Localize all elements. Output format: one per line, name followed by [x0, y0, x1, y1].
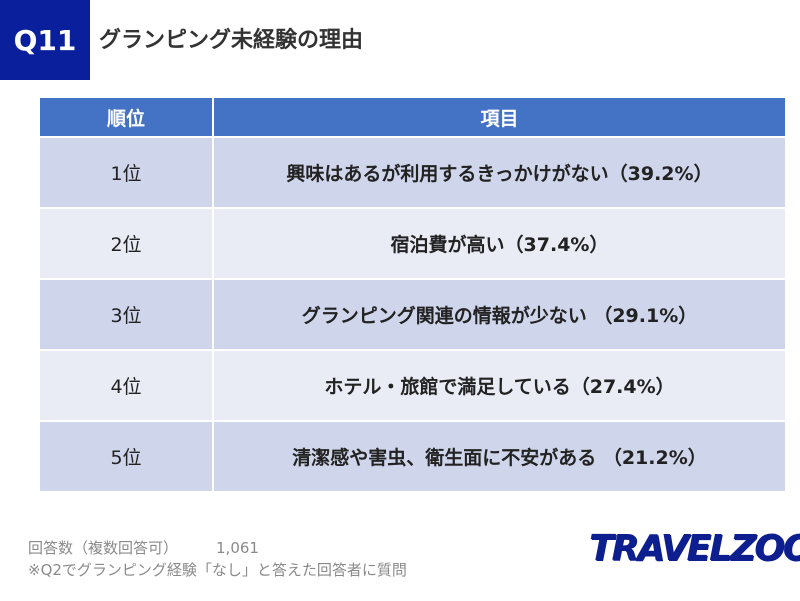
rank-cell: 4位 — [40, 350, 214, 422]
question-badge: Q11 — [0, 0, 90, 80]
respondents-label: 回答数（複数回答可） — [28, 539, 179, 557]
rank-cell: 2位 — [40, 208, 214, 280]
footnote: 回答数（複数回答可） 1,061 ※Q2でグランピング経験「なし」と答えた回答者に… — [28, 537, 407, 581]
table-row: 1位 興味はあるが利用するきっかけがない（39.2%） — [40, 137, 785, 209]
survey-note: ※Q2でグランピング経験「なし」と答えた回答者に質問 — [28, 561, 407, 579]
table-row: 5位 清潔感や害虫、衛生面に不安がある （21.2%） — [40, 421, 785, 493]
respondents-count: 1,061 — [216, 539, 259, 557]
item-cell: グランピング関連の情報が少ない （29.1%） — [213, 279, 785, 351]
respondents-line: 回答数（複数回答可） 1,061 — [28, 537, 407, 559]
logo-text: TRAVELZOO — [589, 528, 800, 569]
ranking-table: 順位 項目 1位 興味はあるが利用するきっかけがない（39.2%） 2位 宿泊費… — [40, 98, 785, 493]
rank-cell: 5位 — [40, 421, 214, 493]
rank-cell: 1位 — [40, 137, 214, 209]
header-item: 項目 — [213, 98, 785, 138]
page-title: グランピング未経験の理由 — [99, 28, 364, 53]
table-header-row: 順位 項目 — [40, 98, 785, 138]
header-rank: 順位 — [40, 98, 214, 138]
item-cell: 清潔感や害虫、衛生面に不安がある （21.2%） — [213, 421, 785, 493]
rank-cell: 3位 — [40, 279, 214, 351]
travelzoo-logo: TRAVELZOO® — [589, 528, 800, 569]
table-row: 3位 グランピング関連の情報が少ない （29.1%） — [40, 279, 785, 351]
table-row: 4位 ホテル・旅館で満足している（27.4%） — [40, 350, 785, 422]
item-cell: 興味はあるが利用するきっかけがない（39.2%） — [213, 137, 785, 209]
item-cell: 宿泊費が高い（37.4%） — [213, 208, 785, 280]
table-row: 2位 宿泊費が高い（37.4%） — [40, 208, 785, 280]
item-cell: ホテル・旅館で満足している（27.4%） — [213, 350, 785, 422]
